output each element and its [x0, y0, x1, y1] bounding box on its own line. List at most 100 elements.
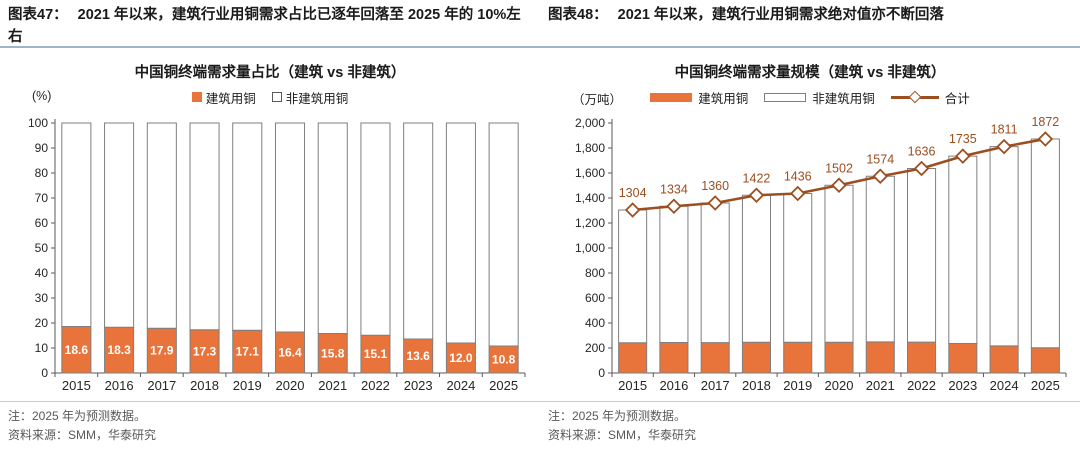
- legend-item-total: 合计: [890, 88, 970, 107]
- figure-note: 注：2025 年为预测数据。: [548, 409, 687, 423]
- svg-text:2023: 2023: [948, 378, 977, 393]
- svg-text:70: 70: [35, 191, 49, 205]
- stacked-bar-line-chart-volume: 0 200 400 600 800 1,000 1,200 1,400 1,600 1,800 2,…: [575, 115, 1067, 393]
- svg-text:2024: 2024: [990, 378, 1019, 393]
- svg-text:1502: 1502: [825, 161, 853, 175]
- svg-text:15.8: 15.8: [321, 346, 345, 360]
- svg-text:18.6: 18.6: [65, 343, 89, 357]
- legend: 建筑用铜 非建筑用铜: [0, 87, 540, 107]
- legend-row: （万吨） 建筑用铜 非建筑用铜 合计: [540, 87, 1080, 107]
- svg-text:2020: 2020: [825, 378, 854, 393]
- svg-text:0: 0: [41, 366, 48, 380]
- svg-text:1872: 1872: [1031, 115, 1059, 129]
- svg-text:1334: 1334: [660, 182, 688, 196]
- svg-text:2,000: 2,000: [575, 116, 605, 130]
- svg-text:2018: 2018: [190, 378, 219, 393]
- legend-item-construction: 建筑用铜: [191, 88, 256, 107]
- svg-text:0: 0: [598, 366, 605, 380]
- svg-text:20: 20: [35, 316, 49, 330]
- legend-label: 建筑用铜: [698, 91, 749, 106]
- svg-text:2017: 2017: [147, 378, 176, 393]
- svg-text:1,200: 1,200: [575, 216, 605, 230]
- svg-text:2022: 2022: [361, 378, 390, 393]
- white-bar-swatch-icon: [764, 92, 807, 102]
- svg-text:50: 50: [35, 241, 49, 255]
- svg-text:16.4: 16.4: [278, 346, 302, 360]
- svg-text:1,600: 1,600: [575, 166, 605, 180]
- figure-headline: 2021 年以来，建筑行业用铜需求绝对值亦不断回落: [617, 7, 944, 23]
- legend-label: 非建筑用铜: [285, 91, 349, 106]
- svg-text:800: 800: [585, 266, 605, 280]
- svg-text:17.3: 17.3: [193, 344, 217, 358]
- y-axis-unit-label: （万吨）: [572, 93, 623, 107]
- svg-text:10.8: 10.8: [492, 353, 516, 367]
- svg-text:1735: 1735: [949, 132, 977, 146]
- svg-text:2024: 2024: [446, 378, 475, 393]
- svg-text:1,400: 1,400: [575, 191, 605, 205]
- line-diamond-swatch-icon: [890, 90, 939, 104]
- svg-text:60: 60: [35, 216, 49, 230]
- orange-bar-swatch-icon: [650, 92, 693, 102]
- svg-text:2021: 2021: [318, 378, 347, 393]
- legend-item-non-construction: 非建筑用铜: [271, 88, 349, 107]
- figure-47-panel: 图表47： 2021 年以来，建筑行业用铜需求占比已逐年回落至 2025 年的 1…: [0, 0, 540, 445]
- svg-text:2015: 2015: [62, 378, 91, 393]
- svg-text:2022: 2022: [907, 378, 936, 393]
- svg-text:2015: 2015: [618, 378, 647, 393]
- stacked-bar-chart-share: 0 10 20 30 40 50 60 70 80 90 100 2015 2016 2017 2018 20…: [28, 116, 526, 393]
- svg-text:200: 200: [585, 341, 605, 355]
- svg-text:400: 400: [585, 316, 605, 330]
- legend-label: 合计: [944, 91, 970, 106]
- svg-text:2016: 2016: [105, 378, 134, 393]
- svg-text:13.6: 13.6: [407, 349, 431, 363]
- svg-text:1436: 1436: [784, 170, 812, 184]
- svg-text:18.3: 18.3: [107, 343, 131, 357]
- svg-text:10: 10: [35, 341, 49, 355]
- legend-row: (%) 建筑用铜 非建筑用铜: [0, 87, 540, 107]
- chart-title: 中国铜终端需求量规模（建筑 vs 非建筑）: [674, 65, 946, 81]
- svg-text:30: 30: [35, 291, 49, 305]
- svg-text:80: 80: [35, 166, 49, 180]
- figure-label: 图表47：: [8, 7, 68, 23]
- svg-text:2018: 2018: [742, 378, 771, 393]
- svg-text:1574: 1574: [866, 152, 894, 166]
- figure-source: 资料来源：SMM，华泰研究: [548, 428, 696, 443]
- figure-48-panel: 图表48： 2021 年以来，建筑行业用铜需求绝对值亦不断回落 中国铜终端需求量规…: [540, 0, 1080, 445]
- svg-text:1360: 1360: [701, 179, 729, 193]
- svg-text:2017: 2017: [701, 378, 730, 393]
- figure-48-header: 图表48： 2021 年以来，建筑行业用铜需求绝对值亦不断回落: [540, 0, 1080, 48]
- svg-text:17.9: 17.9: [150, 344, 174, 358]
- svg-text:1,800: 1,800: [575, 141, 605, 155]
- legend-label: 非建筑用铜: [812, 91, 875, 106]
- svg-text:100: 100: [28, 116, 48, 130]
- figure-source: 资料来源：SMM，华泰研究: [8, 428, 156, 443]
- svg-text:2025: 2025: [1031, 378, 1060, 393]
- svg-text:2020: 2020: [276, 378, 305, 393]
- white-square-swatch-icon: [271, 92, 282, 102]
- svg-text:1811: 1811: [991, 123, 1018, 137]
- svg-text:17.1: 17.1: [236, 345, 260, 359]
- svg-text:2019: 2019: [783, 378, 812, 393]
- legend-label: 建筑用铜: [205, 91, 256, 106]
- svg-text:1422: 1422: [743, 171, 771, 185]
- figure-note: 注：2025 年为预测数据。: [8, 409, 147, 423]
- svg-text:2016: 2016: [659, 378, 688, 393]
- y-axis-unit-label: (%): [32, 89, 52, 103]
- figure-label: 图表48：: [548, 7, 608, 23]
- svg-text:40: 40: [35, 266, 49, 280]
- svg-text:600: 600: [585, 291, 605, 305]
- chart-title: 中国铜终端需求量占比（建筑 vs 非建筑）: [134, 65, 406, 81]
- svg-text:1,000: 1,000: [575, 241, 605, 255]
- orange-square-swatch-icon: [191, 92, 202, 102]
- svg-text:2021: 2021: [866, 378, 895, 393]
- svg-text:12.0: 12.0: [449, 351, 473, 365]
- figure-48-footer: 注：2025 年为预测数据。 资料来源：SMM，华泰研究: [540, 401, 1080, 445]
- svg-text:15.1: 15.1: [364, 347, 388, 361]
- svg-text:90: 90: [35, 141, 49, 155]
- svg-text:2025: 2025: [489, 378, 518, 393]
- legend-item-non-construction: 非建筑用铜: [764, 88, 875, 107]
- legend: 建筑用铜 非建筑用铜 合计: [540, 87, 1080, 107]
- svg-text:2019: 2019: [233, 378, 262, 393]
- svg-text:1304: 1304: [619, 186, 647, 200]
